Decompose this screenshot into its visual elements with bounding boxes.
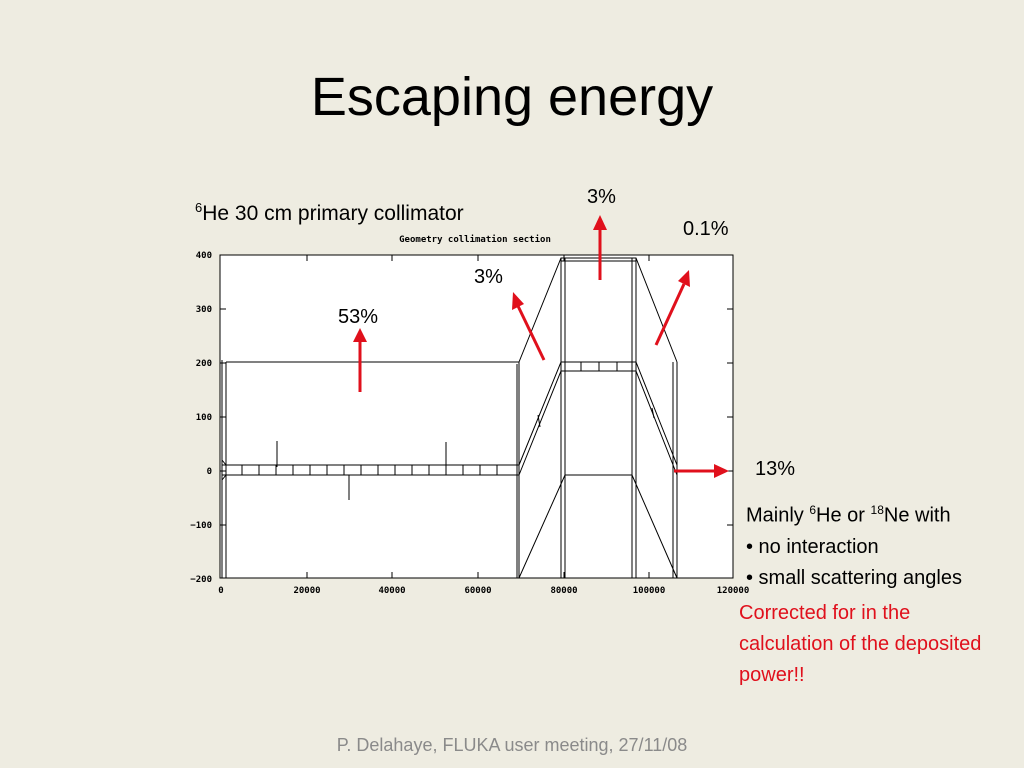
note-text-part: Mainly xyxy=(746,504,810,527)
pct-label-53: 53% xyxy=(338,306,379,328)
pct-label-3-left: 3% xyxy=(474,266,503,288)
note-bullet-2: • small scattering angles xyxy=(746,566,962,589)
arrow-diag-right xyxy=(654,270,690,346)
y-tick-label: 100 xyxy=(196,413,212,423)
note-line-1: Mainly 6He or 18Ne with xyxy=(746,495,962,532)
x-tick-label: 80000 xyxy=(550,586,577,596)
superscript: 18 xyxy=(870,503,884,517)
x-tick-label: 20000 xyxy=(293,586,320,596)
x-tick-label: 100000 xyxy=(633,586,666,596)
slide-title: Escaping energy xyxy=(310,67,714,127)
pct-label-3-top: 3% xyxy=(587,186,616,208)
plot-title: Geometry collimation section xyxy=(399,234,551,245)
arrow-up-top xyxy=(593,215,607,280)
note-text-part: Ne with xyxy=(883,504,951,527)
correction-note: Corrected for in the calculation of the … xyxy=(739,602,982,686)
lower-taper xyxy=(518,474,678,579)
y-tick-label: 0 xyxy=(207,467,212,477)
y-tick-label: −200 xyxy=(190,575,212,585)
y-axis: 400 300 200 100 0 −100 −200 xyxy=(190,251,733,585)
escape-arrows xyxy=(353,215,729,478)
x-tick-label: 60000 xyxy=(464,586,491,596)
x-tick-label: 120000 xyxy=(717,586,750,596)
x-tick-label: 40000 xyxy=(378,586,405,596)
y-tick-label: 300 xyxy=(196,305,212,315)
y-tick-label: −100 xyxy=(190,521,212,531)
left-beam-pipe xyxy=(221,360,520,578)
y-tick-marks xyxy=(220,308,733,526)
arrow-up-53 xyxy=(353,328,367,392)
superscript-6: 6 xyxy=(195,200,203,215)
y-tick-label: 400 xyxy=(196,251,212,261)
subtitle-text: He 30 cm primary collimator xyxy=(202,202,464,225)
arrow-diag-left xyxy=(512,292,546,361)
arrow-right xyxy=(674,464,729,478)
superscript: 6 xyxy=(809,503,817,517)
pct-label-0-1: 0.1% xyxy=(683,218,729,240)
note-text-part: He or xyxy=(816,504,871,527)
note-bullet-1: • no interaction xyxy=(746,535,879,558)
note-text: Mainly 6He or 18Ne with • no interaction… xyxy=(746,495,962,594)
beam-segment-ticks xyxy=(241,465,498,475)
plot-frame xyxy=(219,254,734,579)
pct-label-13: 13% xyxy=(755,458,796,480)
beam-line-upper xyxy=(221,459,519,481)
x-tick-label: 0 xyxy=(218,586,223,596)
y-tick-label: 200 xyxy=(196,359,212,369)
inner-plate-ticks xyxy=(560,362,637,371)
slide-footer: P. Delahaye, FLUKA user meeting, 27/11/0… xyxy=(336,735,688,755)
spikes xyxy=(276,407,655,500)
plot-subtitle: 6He 30 cm primary collimator xyxy=(195,200,464,226)
